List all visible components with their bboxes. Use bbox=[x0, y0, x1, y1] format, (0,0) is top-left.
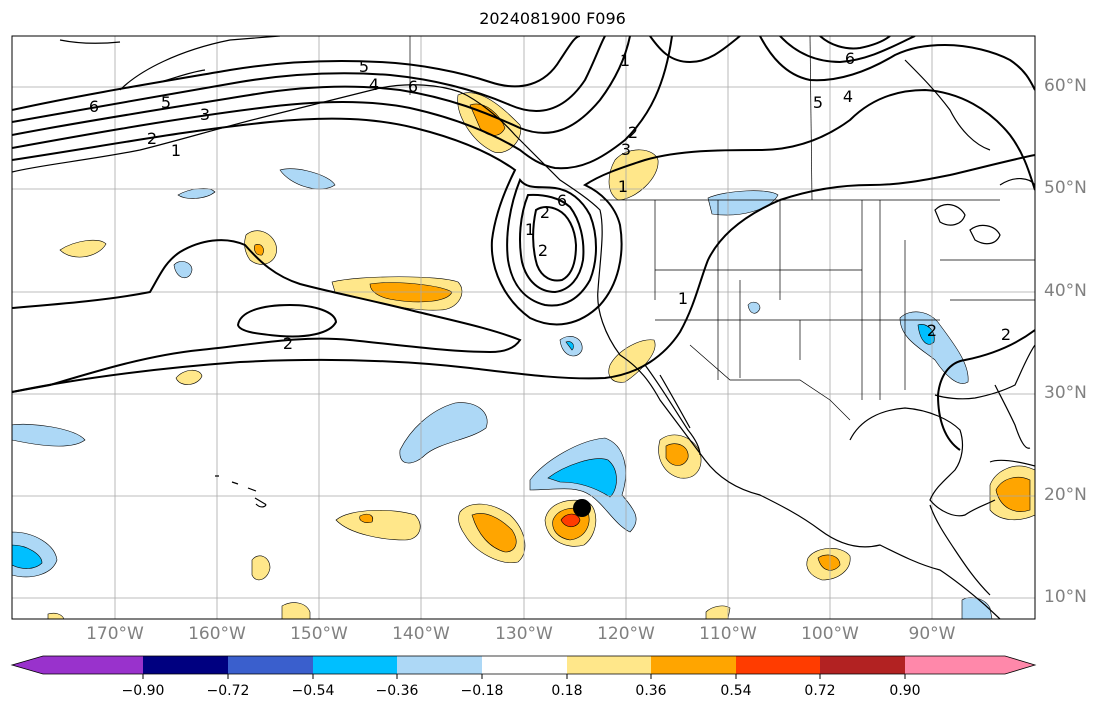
contour-label: 2 bbox=[283, 334, 293, 353]
colorbar-outline bbox=[10, 655, 1037, 675]
contour-label: 1 bbox=[620, 51, 630, 70]
colorbar-tick-label: 0.90 bbox=[889, 683, 921, 699]
colorbar-segment bbox=[43, 656, 143, 674]
colorbar-tick-label: −0.72 bbox=[206, 683, 250, 699]
contour-label: 1 bbox=[171, 141, 181, 160]
colorbar-segment bbox=[567, 656, 651, 674]
colorbar-tick-label: −0.90 bbox=[121, 683, 165, 699]
contour-label: 2 bbox=[147, 129, 157, 148]
longitude-label: 140°W bbox=[392, 624, 450, 644]
colorbar-tick-label: −0.54 bbox=[291, 683, 335, 699]
storm-location-marker bbox=[573, 499, 591, 517]
colorbar bbox=[10, 655, 1037, 679]
latitude-label: 10°N bbox=[1044, 587, 1087, 607]
longitude-label: 90°W bbox=[908, 624, 956, 644]
contour-label: 4 bbox=[369, 75, 379, 94]
contour-label: 5 bbox=[813, 93, 823, 112]
contour-label: 6 bbox=[89, 97, 99, 116]
contour-label: 6 bbox=[845, 49, 855, 68]
coastlines bbox=[12, 36, 1035, 619]
contour-label: 1 bbox=[678, 289, 688, 308]
colorbar-extend-high bbox=[1005, 656, 1035, 674]
contour-label: 1 bbox=[525, 220, 535, 239]
contour-label: 6 bbox=[557, 191, 567, 210]
latitude-label: 30°N bbox=[1044, 383, 1087, 403]
colorbar-segment bbox=[313, 656, 397, 674]
longitude-label: 100°W bbox=[801, 624, 859, 644]
colorbar-segment bbox=[397, 656, 482, 674]
contour-label: 2 bbox=[538, 241, 548, 260]
colorbar-segment bbox=[736, 656, 820, 674]
contour-label: 2 bbox=[540, 203, 550, 222]
colorbar-segment bbox=[228, 656, 313, 674]
contour-label: 2 bbox=[927, 321, 937, 340]
latitude-label: 40°N bbox=[1044, 281, 1087, 301]
map-area bbox=[12, 36, 1035, 619]
latitude-label: 50°N bbox=[1044, 178, 1087, 198]
contour-label: 1 bbox=[618, 177, 628, 196]
colorbar-segment bbox=[482, 656, 567, 674]
latitude-label: 20°N bbox=[1044, 485, 1087, 505]
colorbar-tick-label: 0.18 bbox=[551, 683, 583, 699]
contour-label-group: 6 5 3 2 1 5 4 6 1 2 3 1 6 5 4 2 1 2 6 2 … bbox=[89, 49, 1011, 353]
colorbar-segment bbox=[651, 656, 736, 674]
contour-label: 6 bbox=[408, 77, 418, 96]
map-border bbox=[11, 35, 1036, 620]
longitude-label: 110°W bbox=[699, 624, 757, 644]
contour-label: 2 bbox=[1001, 325, 1011, 344]
longitude-label: 170°W bbox=[86, 624, 144, 644]
contour-label: 3 bbox=[200, 105, 210, 124]
contour-label: 5 bbox=[161, 93, 171, 112]
contour-label: 4 bbox=[843, 87, 853, 106]
longitude-label: 160°W bbox=[188, 624, 246, 644]
contour-label: 3 bbox=[621, 140, 631, 159]
contour-label: 2 bbox=[628, 123, 638, 142]
contour-lines bbox=[12, 36, 1035, 451]
colorbar-segment bbox=[143, 656, 228, 674]
graticule bbox=[12, 36, 1035, 619]
colorbar-tick-label: −0.18 bbox=[460, 683, 504, 699]
contour-label: 5 bbox=[359, 57, 369, 76]
longitude-label: 130°W bbox=[495, 624, 553, 644]
latitude-label: 60°N bbox=[1044, 76, 1087, 96]
colorbar-tick-label: 0.72 bbox=[804, 683, 836, 699]
longitude-label: 150°W bbox=[290, 624, 348, 644]
map-title: 2024081900 F096 bbox=[479, 9, 626, 28]
colorbar-extend-low bbox=[12, 656, 43, 674]
colorbar-tick-label: −0.36 bbox=[375, 683, 419, 699]
longitude-label: 120°W bbox=[597, 624, 655, 644]
colorbar-tick-label: 0.36 bbox=[635, 683, 667, 699]
political-borders bbox=[409, 36, 1035, 421]
colorbar-tick-label: 0.54 bbox=[720, 683, 752, 699]
colorbar-segment bbox=[905, 656, 1005, 674]
colorbar-segment bbox=[820, 656, 905, 674]
